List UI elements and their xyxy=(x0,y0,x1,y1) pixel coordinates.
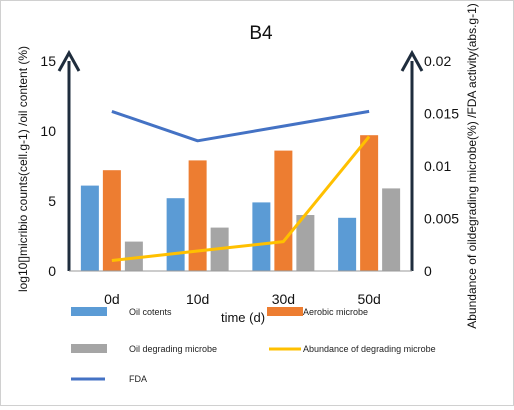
bar-oil-cotents-50d xyxy=(338,217,357,271)
legend-label-fda: FDA xyxy=(129,374,147,384)
x-tick-label-30d: 30d xyxy=(272,291,295,307)
left-axis-arrow xyxy=(57,49,81,72)
legend-swatch-oil-contents xyxy=(71,307,107,316)
left-tick-label-2: 10 xyxy=(40,123,56,139)
bar-aerobic-microbe-30d xyxy=(274,150,293,271)
x-tick-label-50d: 50d xyxy=(357,291,380,307)
left-tick-label-1: 5 xyxy=(48,193,56,209)
legend-label-oil-contents: Oil cotents xyxy=(129,307,172,317)
right-tick-label-3: 0.015 xyxy=(424,106,459,122)
left-tick-label-0: 0 xyxy=(48,263,56,279)
legend-label-abundance: Abundance of degrading microbe xyxy=(303,344,436,354)
legend-swatch-aerobic xyxy=(267,307,303,316)
bar-aerobic-microbe-50d xyxy=(360,135,379,271)
right-axis-label: Abundance of oildegrading microbe(%) /FD… xyxy=(465,3,479,329)
bar-oil-cotents-0d xyxy=(80,185,99,271)
bar-oil-cotents-10d xyxy=(166,198,185,271)
line-fda xyxy=(111,109,370,143)
legend-label-oil-degrading: Oil degrading microbe xyxy=(129,344,217,354)
x-tick-label-0d: 0d xyxy=(104,291,120,307)
legend: Oil cotents Aerobic microbe Oil degradin… xyxy=(71,307,436,384)
bar-oil-degrading-microbe-0d xyxy=(124,241,143,271)
bar-oil-degrading-microbe-50d xyxy=(382,188,401,271)
legend-label-aerobic: Aerobic microbe xyxy=(303,307,368,317)
chart-title: B4 xyxy=(249,23,273,44)
right-tick-label-2: 0.01 xyxy=(424,158,451,174)
bar-aerobic-microbe-0d xyxy=(102,170,121,271)
x-axis-label: time (d) xyxy=(221,310,265,325)
left-axis-label: log10[]micribio counts(cell.g-1) /oil co… xyxy=(16,46,30,292)
line-abundance-of-degrading-microbe xyxy=(111,135,371,262)
right-tick-label-0: 0 xyxy=(424,263,432,279)
right-axis-arrow xyxy=(400,49,424,72)
legend-swatch-oil-degrading xyxy=(71,344,107,353)
bar-oil-degrading-microbe-30d xyxy=(296,215,315,271)
right-tick-label-1: 0.005 xyxy=(424,211,459,227)
bar-aerobic-microbe-10d xyxy=(188,160,207,271)
x-tick-label-10d: 10d xyxy=(186,291,209,307)
right-tick-label-4: 0.02 xyxy=(424,53,451,69)
left-tick-label-3: 15 xyxy=(40,53,56,69)
bar-oil-cotents-30d xyxy=(252,202,271,271)
